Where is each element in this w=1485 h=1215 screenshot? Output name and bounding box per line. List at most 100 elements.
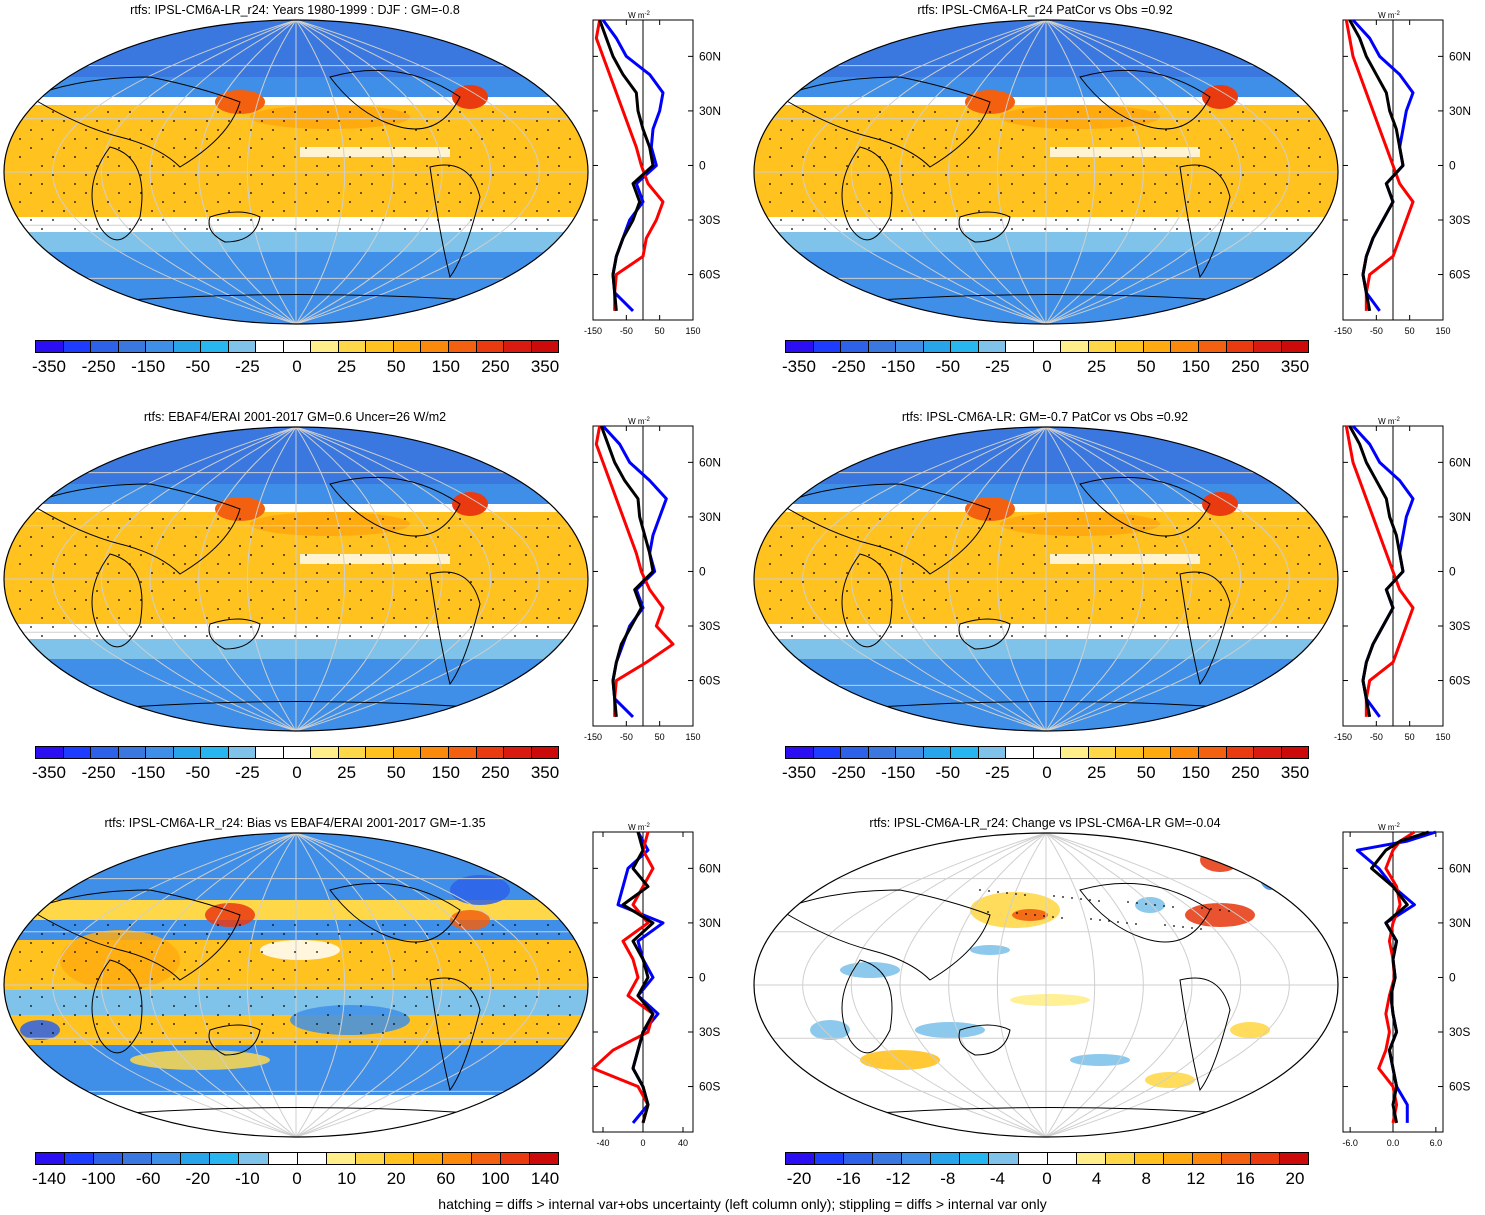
- stipple: [195, 192, 197, 194]
- stipple: [30, 581, 32, 583]
- stipple: [206, 933, 208, 935]
- colorbar-swatch: [326, 1153, 356, 1164]
- stipple: [1209, 111, 1211, 113]
- stipple: [1187, 608, 1189, 610]
- stipple: [371, 138, 373, 140]
- stipple: [404, 156, 406, 158]
- stipple: [481, 617, 483, 619]
- stipple: [184, 563, 186, 565]
- stipple: [173, 933, 175, 935]
- stipple: [140, 1032, 142, 1034]
- stipple: [1231, 590, 1233, 592]
- lat-tick-label: 30S: [1449, 619, 1470, 633]
- stipple: [41, 165, 43, 167]
- stipple: [1297, 111, 1299, 113]
- stipple: [835, 536, 837, 538]
- colorbar-swatch: [366, 747, 394, 758]
- stipple: [945, 599, 947, 601]
- colorbar-swatch: [173, 341, 202, 352]
- colorbar-swatch: [1254, 747, 1282, 758]
- stipple: [1242, 581, 1244, 583]
- stipple: [492, 1032, 494, 1034]
- colorbar-swatch: [1134, 1153, 1164, 1164]
- stipple: [382, 969, 384, 971]
- stipple: [316, 635, 318, 637]
- stipple: [404, 138, 406, 140]
- stipple: [107, 174, 109, 176]
- stipple: [1132, 219, 1134, 221]
- stipple: [250, 1005, 252, 1007]
- stipple: [1132, 156, 1134, 158]
- colorbar-swatch: [256, 341, 284, 352]
- colorbar-swatch: [366, 341, 394, 352]
- colorbar-label: -150: [131, 763, 166, 782]
- x-tick-label: 150: [1435, 732, 1450, 742]
- stipple: [305, 129, 307, 131]
- stipple: [349, 156, 351, 158]
- stipple: [901, 617, 903, 619]
- stipple: [547, 942, 549, 944]
- stipple: [901, 635, 903, 637]
- stipple: [195, 147, 197, 149]
- stipple: [1121, 228, 1123, 230]
- stipple: [558, 554, 560, 556]
- stipple: [63, 554, 65, 556]
- stipple: [1297, 626, 1299, 628]
- stipple: [1297, 156, 1299, 158]
- stipple: [901, 183, 903, 185]
- graticule-lon: [1045, 20, 1242, 324]
- stipple: [846, 228, 848, 230]
- stipple: [96, 1041, 98, 1043]
- stipple: [536, 951, 538, 953]
- stipple: [769, 635, 771, 637]
- stipple: [1154, 156, 1156, 158]
- stipple: [316, 228, 318, 230]
- stipple: [569, 138, 571, 140]
- stipple: [283, 210, 285, 212]
- stipple: [879, 518, 881, 520]
- series-line-model: [621, 831, 655, 1124]
- stipple: [1242, 563, 1244, 565]
- lat-tick-label: 60S: [699, 1080, 720, 1094]
- stipple: [989, 156, 991, 158]
- stipple: [316, 590, 318, 592]
- stipple: [63, 1005, 65, 1007]
- stipple: [1110, 192, 1112, 194]
- stipple: [547, 156, 549, 158]
- stipple: [404, 183, 406, 185]
- stipple: [228, 933, 230, 935]
- stipple: [1143, 192, 1145, 194]
- stipple: [1132, 581, 1134, 583]
- colorbar-swatch: [978, 341, 1007, 352]
- stipple: [514, 635, 516, 637]
- stipple: [338, 960, 340, 962]
- stipple: [415, 987, 417, 989]
- stipple: [184, 924, 186, 926]
- stipple: [1121, 165, 1123, 167]
- stipple: [1121, 617, 1123, 619]
- stipple: [1011, 590, 1013, 592]
- stipple: [338, 210, 340, 212]
- colorbar-swatch: [181, 1153, 211, 1164]
- stipple: [1088, 192, 1090, 194]
- stipple: [206, 1041, 208, 1043]
- stipple: [1044, 518, 1046, 520]
- stipple: [1165, 581, 1167, 583]
- stipple: [791, 545, 793, 547]
- stipple: [437, 111, 439, 113]
- stipple: [470, 987, 472, 989]
- stipple: [890, 626, 892, 628]
- stipple: [96, 183, 98, 185]
- stipple: [74, 201, 76, 203]
- graticule-lon: [850, 427, 1047, 731]
- colorbar-swatch: [311, 341, 339, 352]
- stipple: [514, 545, 516, 547]
- stipple: [514, 138, 516, 140]
- map-border: [753, 832, 1339, 1138]
- warm-patch: [452, 492, 488, 516]
- coastline: [1179, 164, 1231, 279]
- colorbar-labels: -350 -250 -150 -50 -25 0 25 50 150 250 350: [32, 357, 559, 379]
- stipple: [956, 590, 958, 592]
- coastline: [841, 146, 893, 241]
- stipple: [791, 183, 793, 185]
